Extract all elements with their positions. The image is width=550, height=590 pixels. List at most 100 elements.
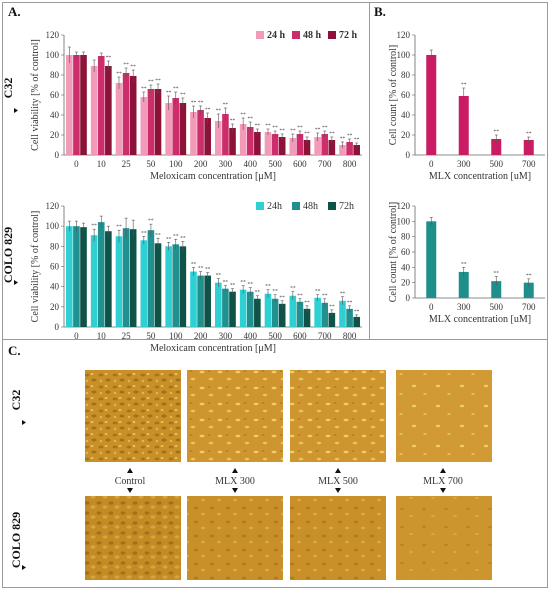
bar [73, 55, 80, 155]
x-tick-label: 400 [244, 331, 258, 341]
y-tick-label: 100 [397, 216, 411, 226]
bar [147, 230, 155, 327]
bar [105, 231, 112, 327]
bar [491, 139, 502, 155]
x-tick-label: 500 [268, 159, 282, 169]
bar [353, 316, 360, 327]
significance-label: ** [347, 300, 353, 306]
x-axis-title: MLX concentration [uM] [429, 314, 531, 325]
x-tick-label: 0 [74, 159, 79, 169]
bar [66, 55, 73, 155]
significance-label: ** [205, 267, 211, 273]
y-tick-label: 60 [50, 262, 60, 272]
bar [172, 98, 180, 155]
y-tick-label: 80 [50, 70, 60, 80]
row-arrow-icon [22, 565, 26, 570]
y-tick-label: 100 [46, 221, 60, 231]
row-label-colo: COLO 829 [1, 227, 15, 283]
bar [90, 66, 98, 155]
legend-label: 72 h [339, 30, 358, 41]
significance-label: ** [130, 64, 136, 70]
bar [197, 110, 204, 155]
significance-label: ** [141, 86, 147, 92]
x-tick-label: 0 [429, 302, 434, 312]
bar [222, 288, 229, 327]
bar [80, 227, 87, 327]
x-axis-title: Meloxicam concentration [μM] [150, 171, 276, 182]
bar [289, 138, 297, 155]
significance-label: ** [340, 291, 346, 297]
significance-label: ** [255, 290, 261, 296]
bar [246, 127, 254, 155]
significance-label: ** [279, 295, 285, 301]
significance-label: ** [304, 300, 310, 306]
bar [321, 134, 329, 155]
y-tick-label: 100 [46, 50, 60, 60]
x-tick-label: 700 [318, 331, 332, 341]
significance-label: ** [173, 233, 179, 239]
significance-label: ** [297, 125, 303, 131]
legend-label: 48 h [303, 30, 322, 41]
x-tick-label: 400 [244, 159, 258, 169]
y-tick-label: 80 [401, 70, 411, 80]
significance-label: ** [166, 90, 172, 96]
bar [254, 298, 261, 327]
x-tick-label: 700 [522, 302, 536, 312]
x-tick-label: 50 [146, 159, 156, 169]
legend-swatch [328, 202, 336, 210]
significance-label: ** [526, 131, 532, 137]
row-arrow-icon [14, 280, 18, 285]
legend-swatch [292, 202, 300, 210]
bar [204, 275, 211, 327]
panel-c-letter: C. [8, 343, 21, 358]
significance-label: ** [297, 293, 303, 299]
y-tick-label: 80 [50, 241, 60, 251]
arrow-down-icon [335, 488, 341, 493]
bar [314, 297, 321, 327]
y-tick-label: 20 [401, 130, 411, 140]
x-tick-label: 300 [219, 331, 233, 341]
bar [303, 308, 311, 327]
bar [229, 128, 236, 155]
bar [179, 246, 187, 327]
row-arrow-icon [14, 108, 18, 113]
significance-label: ** [180, 92, 186, 98]
x-tick-label: 25 [122, 159, 132, 169]
bar [115, 236, 123, 327]
y-axis-title: Cell count [% of control] [388, 202, 399, 303]
y-tick-label: 20 [50, 302, 60, 312]
bar [353, 145, 360, 155]
significance-label: ** [155, 232, 161, 238]
bar [264, 132, 272, 155]
significance-label: ** [205, 107, 211, 113]
legend-label: 24h [267, 201, 282, 212]
x-tick-label: 700 [522, 159, 536, 169]
bar [321, 302, 329, 327]
bar [458, 271, 469, 298]
micro-col-control: Control [115, 468, 146, 493]
x-tick-label: 0 [429, 159, 434, 169]
bar [491, 281, 502, 298]
bar [328, 140, 336, 155]
bar [264, 293, 272, 327]
x-tick-label: 800 [343, 331, 357, 341]
legend-label: 48h [303, 201, 318, 212]
bar [346, 142, 353, 155]
micro-label-mlx700: MLX 700 [423, 476, 463, 487]
bar [122, 73, 130, 155]
significance-label: ** [180, 235, 186, 241]
x-tick-label: 600 [293, 331, 307, 341]
y-tick-label: 60 [401, 247, 411, 257]
x-tick-label: 300 [457, 159, 471, 169]
x-axis-title: MLX concentration [uM] [429, 171, 531, 182]
significance-label: ** [461, 82, 467, 88]
micro-label-control: Control [115, 476, 146, 487]
y-tick-label: 120 [46, 30, 60, 40]
micro-label-mlx500: MLX 500 [318, 476, 358, 487]
bar [523, 140, 534, 155]
micrograph-colo-mlx300 [187, 496, 283, 580]
significance-label: ** [279, 128, 285, 134]
row-arrow-icon [22, 420, 26, 425]
